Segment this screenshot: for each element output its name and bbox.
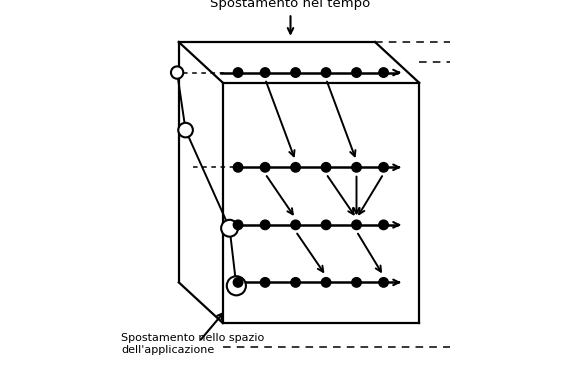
Circle shape — [291, 220, 300, 230]
Circle shape — [379, 278, 388, 287]
Circle shape — [227, 276, 246, 295]
Circle shape — [260, 278, 270, 287]
Circle shape — [234, 68, 243, 77]
Circle shape — [171, 66, 183, 79]
Circle shape — [260, 163, 270, 172]
Circle shape — [321, 220, 331, 230]
Circle shape — [321, 68, 331, 77]
Circle shape — [352, 278, 361, 287]
Circle shape — [321, 163, 331, 172]
Circle shape — [321, 278, 331, 287]
Circle shape — [352, 163, 361, 172]
Circle shape — [234, 163, 243, 172]
Text: Spostamento nel tempo: Spostamento nel tempo — [210, 0, 371, 10]
Circle shape — [379, 68, 388, 77]
Text: Spostamento nello spazio
dell'applicazione: Spostamento nello spazio dell'applicazio… — [121, 333, 264, 355]
Circle shape — [260, 68, 270, 77]
Circle shape — [291, 163, 300, 172]
Circle shape — [379, 220, 388, 230]
Circle shape — [352, 68, 361, 77]
Circle shape — [178, 123, 193, 137]
Circle shape — [291, 278, 300, 287]
Circle shape — [260, 220, 270, 230]
Circle shape — [352, 220, 361, 230]
Circle shape — [234, 220, 243, 230]
Circle shape — [379, 163, 388, 172]
Circle shape — [291, 68, 300, 77]
Circle shape — [221, 220, 238, 237]
Circle shape — [234, 278, 243, 287]
